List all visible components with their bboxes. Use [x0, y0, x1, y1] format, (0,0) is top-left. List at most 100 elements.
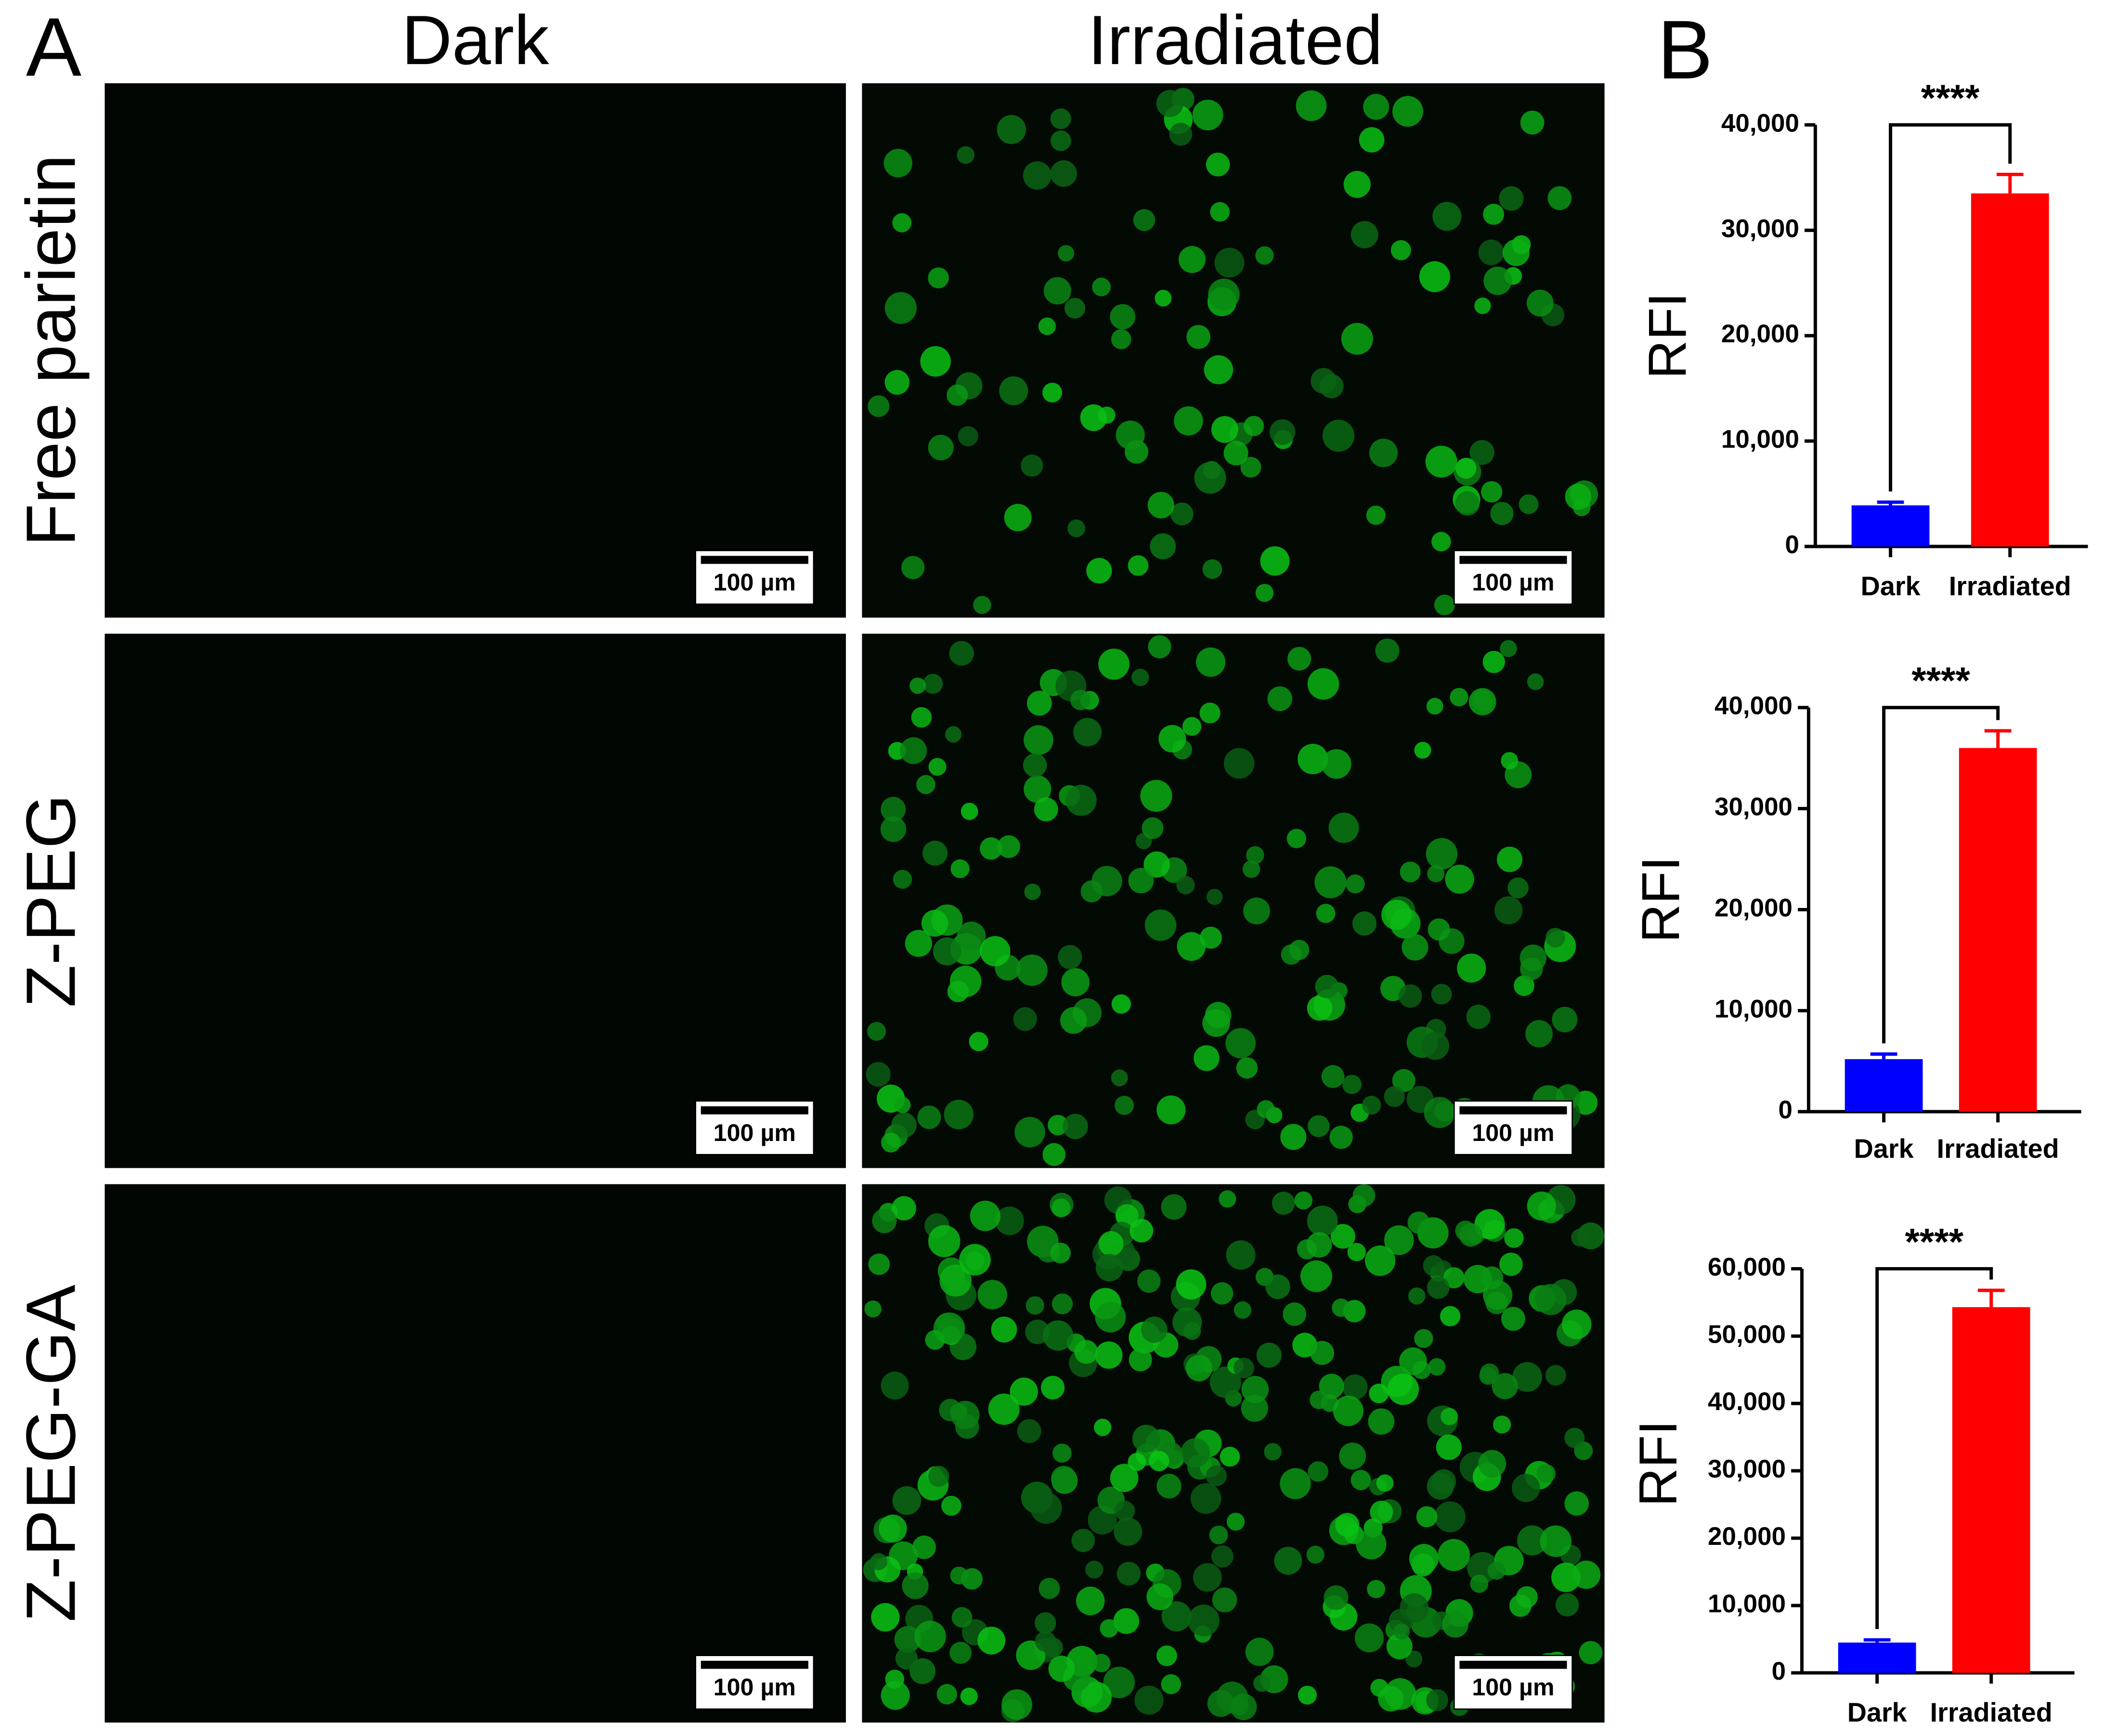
- cell: [1111, 329, 1131, 350]
- cell: [1322, 749, 1351, 779]
- cell: [1156, 1095, 1186, 1125]
- cell: [957, 921, 986, 951]
- cell: [1230, 1693, 1257, 1721]
- cell: [1545, 1365, 1566, 1386]
- cell: [1347, 1243, 1366, 1261]
- cell: [936, 1684, 958, 1705]
- cell: [1226, 1513, 1245, 1531]
- cell: [1234, 1358, 1254, 1379]
- cell: [1424, 1097, 1455, 1128]
- cell: [1134, 1685, 1164, 1715]
- cell: [1060, 1007, 1087, 1034]
- cell: [1547, 186, 1572, 210]
- cell: [1366, 505, 1386, 525]
- cell: [1392, 1069, 1416, 1092]
- y-tick-label: 40,000: [1721, 109, 1799, 137]
- cell: [1058, 945, 1082, 970]
- cell: [1445, 865, 1474, 894]
- cell: [1194, 462, 1226, 494]
- cell: [1416, 1506, 1438, 1528]
- cell: [1051, 1465, 1077, 1491]
- cell: [1016, 954, 1048, 986]
- cell: [1407, 1211, 1430, 1234]
- bar-chart: 0 10,000 20,000 30,000 40,000 50,000 60,000 RFI…: [1628, 1220, 2075, 1727]
- scale-bar-label: 100 µm: [714, 1119, 796, 1146]
- cell: [1455, 1220, 1476, 1241]
- cell: [1245, 1637, 1274, 1666]
- cell: [1042, 382, 1062, 402]
- cell: [1128, 1452, 1146, 1471]
- cell: [1381, 899, 1412, 930]
- cell: [1199, 702, 1221, 724]
- cell: [1478, 1450, 1506, 1478]
- cell: [958, 426, 978, 447]
- cell: [933, 937, 961, 966]
- cell: [1186, 324, 1211, 349]
- cell: [893, 869, 912, 889]
- column-header: Irradiated: [1088, 1, 1383, 79]
- cell: [1294, 1191, 1313, 1210]
- cell: [1243, 897, 1270, 925]
- cell: [872, 1208, 897, 1233]
- cell: [1310, 1390, 1328, 1410]
- y-tick-label: 30,000: [1721, 214, 1799, 243]
- cell: [1402, 934, 1429, 961]
- micrograph: 100 µm: [104, 634, 846, 1168]
- cell: [1260, 546, 1290, 576]
- cell: [1065, 298, 1086, 319]
- cell: [1214, 247, 1245, 278]
- cell: [1341, 323, 1373, 355]
- cell: [1428, 1358, 1446, 1376]
- cell: [1206, 153, 1230, 177]
- cell: [1456, 953, 1486, 983]
- cell: [1466, 1004, 1491, 1029]
- cell: [1564, 1491, 1589, 1516]
- cell: [1329, 1126, 1353, 1149]
- cell: [1210, 1282, 1234, 1305]
- cell: [1492, 1373, 1518, 1399]
- cell: [1504, 1228, 1524, 1248]
- cell: [1026, 690, 1052, 716]
- cell: [1187, 1605, 1220, 1636]
- cell: [1310, 1341, 1335, 1365]
- cell: [1342, 1374, 1368, 1400]
- y-tick-label: 50,000: [1708, 1320, 1786, 1348]
- cell: [1298, 1685, 1317, 1705]
- cell: [916, 775, 935, 794]
- cell: [1178, 246, 1206, 273]
- cell: [951, 1607, 973, 1628]
- cell: [1308, 1115, 1330, 1137]
- cell: [917, 1105, 941, 1129]
- cell: [1150, 533, 1176, 559]
- bar: [1952, 1307, 2030, 1673]
- cell: [1021, 454, 1043, 477]
- cell: [1131, 669, 1149, 687]
- scale-bar: [701, 556, 808, 564]
- cell: [1050, 160, 1077, 187]
- error-bar: [1863, 1638, 1891, 1643]
- cell: [945, 726, 962, 743]
- cell: [1052, 1293, 1073, 1315]
- cell: [1129, 1348, 1152, 1372]
- cell: [1274, 1547, 1302, 1575]
- cell: [1176, 876, 1195, 894]
- cell: [1058, 245, 1075, 262]
- cell: [1421, 1032, 1450, 1060]
- cell: [1103, 1666, 1135, 1698]
- cell: [1132, 1425, 1160, 1453]
- cell: [950, 859, 970, 879]
- cell: [912, 1535, 936, 1559]
- cell: [1351, 221, 1378, 248]
- error-bar: [1984, 729, 2012, 748]
- cell: [928, 1465, 949, 1487]
- cell: [1225, 1028, 1256, 1059]
- cell: [892, 213, 912, 233]
- micrograph: 100 µm: [862, 83, 1605, 618]
- cell: [1269, 419, 1296, 445]
- cell: [1070, 690, 1091, 711]
- cell: [864, 1300, 882, 1318]
- cell: [1035, 1631, 1056, 1652]
- cell: [1246, 846, 1264, 865]
- cell: [1342, 1075, 1362, 1094]
- cell: [1520, 110, 1545, 135]
